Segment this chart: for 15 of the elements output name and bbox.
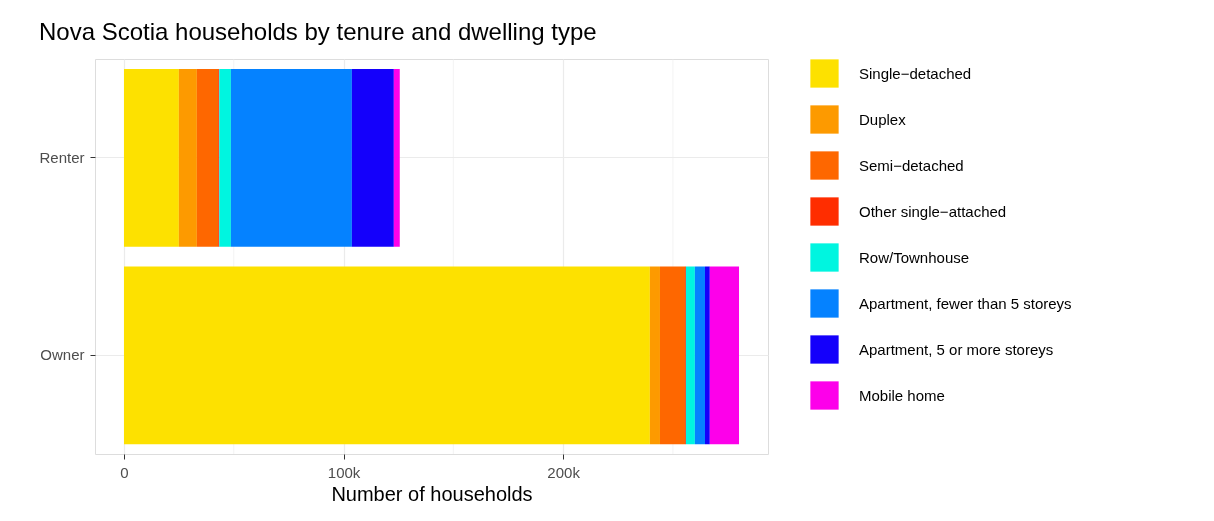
legend-label: Single−detached [859,64,972,82]
legend-label: Semi−detached [859,156,964,174]
chart-title: Nova Scotia households by tenure and dwelling type [38,17,597,45]
legend-label: Mobile home [859,386,945,404]
legend-label: Apartment, fewer than 5 storeys [859,294,1072,312]
y-tick-label: Owner [40,346,85,364]
y-tick-label: Renter [39,148,85,166]
legend-label: Row/Townhouse [859,248,970,266]
x-tick-label: 0 [120,463,129,481]
x-axis-title: Number of households [331,482,533,505]
legend-label: Apartment, 5 or more storeys [859,340,1054,358]
legend-label: Duplex [859,110,907,128]
x-tick-label: 200k [547,463,581,481]
legend-label: Other single−attached [859,202,1007,220]
x-tick-label: 100k [327,463,361,481]
